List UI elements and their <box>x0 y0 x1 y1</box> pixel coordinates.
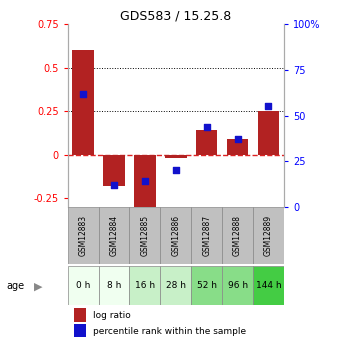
Text: GSM12885: GSM12885 <box>140 215 149 256</box>
Text: age: age <box>7 282 25 291</box>
Bar <box>103 155 125 186</box>
Point <box>173 168 178 173</box>
Text: 96 h: 96 h <box>227 281 248 290</box>
Bar <box>191 207 222 264</box>
Point <box>266 104 271 109</box>
Bar <box>98 266 129 305</box>
Text: GSM12886: GSM12886 <box>171 215 180 256</box>
Point <box>235 137 240 142</box>
Text: ▶: ▶ <box>34 282 42 291</box>
Title: GDS583 / 15.25.8: GDS583 / 15.25.8 <box>120 10 232 23</box>
Point <box>204 124 209 129</box>
Bar <box>258 111 279 155</box>
Bar <box>253 207 284 264</box>
Text: 16 h: 16 h <box>135 281 155 290</box>
Point <box>142 179 148 184</box>
Bar <box>160 266 191 305</box>
Bar <box>222 207 253 264</box>
Bar <box>129 266 160 305</box>
Bar <box>98 207 129 264</box>
Bar <box>165 155 187 158</box>
Bar <box>196 130 217 155</box>
Bar <box>222 266 253 305</box>
Text: 144 h: 144 h <box>256 281 281 290</box>
Text: GSM12883: GSM12883 <box>78 215 88 256</box>
Bar <box>68 207 98 264</box>
Bar <box>129 207 160 264</box>
Text: percentile rank within the sample: percentile rank within the sample <box>93 327 246 336</box>
Bar <box>134 155 156 207</box>
Text: GSM12889: GSM12889 <box>264 215 273 256</box>
Point <box>111 182 117 188</box>
Text: 52 h: 52 h <box>197 281 217 290</box>
Bar <box>74 308 86 322</box>
Text: GSM12884: GSM12884 <box>110 215 118 256</box>
Text: GSM12887: GSM12887 <box>202 215 211 256</box>
Text: log ratio: log ratio <box>93 311 131 320</box>
Bar <box>253 266 284 305</box>
Text: GSM12888: GSM12888 <box>233 215 242 256</box>
Point <box>80 91 86 96</box>
Text: 8 h: 8 h <box>107 281 121 290</box>
Bar <box>74 324 86 337</box>
Text: 28 h: 28 h <box>166 281 186 290</box>
Bar <box>72 50 94 155</box>
Bar <box>191 266 222 305</box>
Bar <box>68 266 98 305</box>
Text: 0 h: 0 h <box>76 281 90 290</box>
Bar <box>227 139 248 155</box>
Bar <box>160 207 191 264</box>
